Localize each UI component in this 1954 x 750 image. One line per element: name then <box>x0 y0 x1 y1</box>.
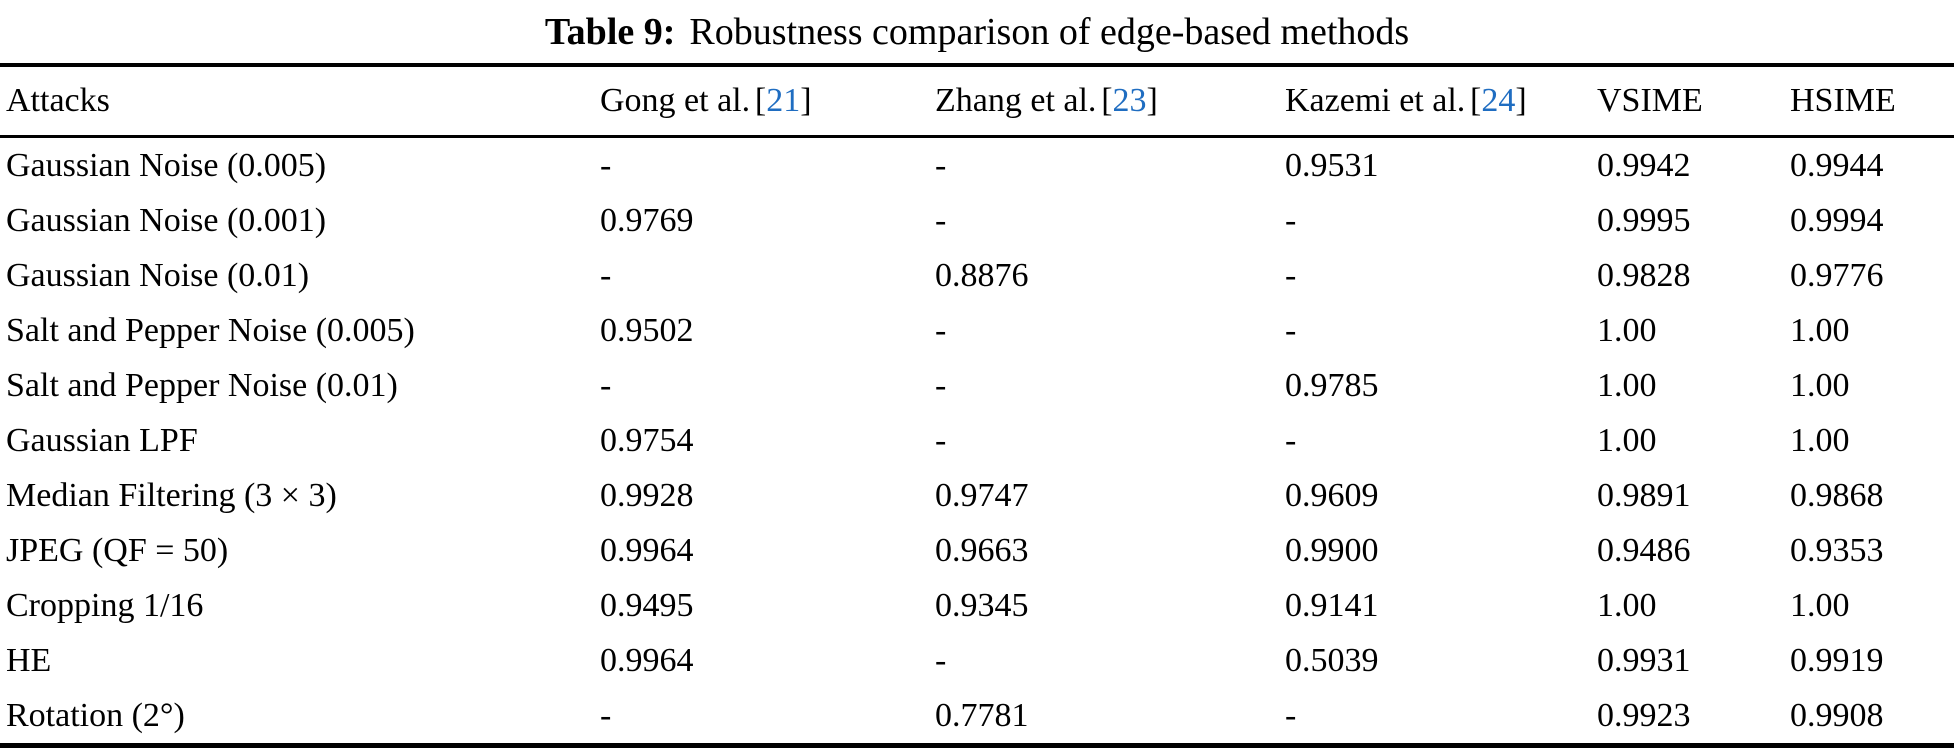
value-cell-gong: - <box>600 146 612 184</box>
attack-name-cell: Rotation (2°) <box>6 696 185 734</box>
value-cell-zhang: - <box>935 311 947 349</box>
value-cell-kazemi: - <box>1285 696 1297 734</box>
value-cell-gong: - <box>600 366 612 404</box>
value-cell-gong: 0.9502 <box>600 311 694 349</box>
attack-name-cell: JPEG (QF = 50) <box>6 531 229 569</box>
value-cell-hsime: 1.00 <box>1790 311 1850 349</box>
table-row: Salt and Pepper Noise (0.005) 0.9502 - - 1.0… <box>0 303 1954 358</box>
value-cell-kazemi: - <box>1285 201 1297 239</box>
value-cell-gong: - <box>600 256 612 294</box>
column-header-attack: Attacks <box>0 65 600 138</box>
column-header-label: VSIME <box>1597 82 1703 119</box>
value-cell-hsime: 1.00 <box>1790 421 1850 459</box>
value-cell-zhang: 0.8876 <box>935 256 1029 294</box>
value-cell-gong: 0.9964 <box>600 531 694 569</box>
column-header-label: Kazemi et al. <box>1285 82 1466 119</box>
value-cell-zhang: - <box>935 641 947 679</box>
value-cell-hsime: 0.9994 <box>1790 201 1884 239</box>
table-row: Gaussian Noise (0.01) - 0.8876 - 0.9828 0.977… <box>0 248 1954 303</box>
value-cell-hsime: 0.9919 <box>1790 641 1884 679</box>
column-header-hsime: HSIME <box>1790 65 1954 138</box>
column-header-vsime: VSIME <box>1597 65 1790 138</box>
table-caption-text: Robustness comparison of edge-based meth… <box>689 10 1410 53</box>
value-cell-vsime: 0.9942 <box>1597 146 1691 184</box>
citation-reference[interactable]: 23 <box>1101 82 1158 119</box>
value-cell-hsime: 1.00 <box>1790 366 1850 404</box>
value-cell-kazemi: 0.9900 <box>1285 531 1379 569</box>
table-row: JPEG (QF = 50) 0.9964 0.9663 0.9900 0.9486 0.… <box>0 523 1954 578</box>
attack-name-cell: Salt and Pepper Noise (0.01) <box>6 366 398 404</box>
attack-name-cell: Gaussian LPF <box>6 421 198 459</box>
value-cell-kazemi: 0.9141 <box>1285 586 1379 624</box>
attack-name-cell: Gaussian Noise (0.01) <box>6 256 310 294</box>
value-cell-zhang: 0.7781 <box>935 696 1029 734</box>
value-cell-hsime: 0.9944 <box>1790 146 1884 184</box>
table-row: Gaussian LPF 0.9754 - - 1.00 1.00 <box>0 413 1954 468</box>
value-cell-hsime: 0.9868 <box>1790 476 1884 514</box>
value-cell-kazemi: - <box>1285 421 1297 459</box>
value-cell-hsime: 0.9353 <box>1790 531 1884 569</box>
table-row: Median Filtering (3 × 3) 0.9928 0.9747 0.96… <box>0 468 1954 523</box>
table-row: Gaussian Noise (0.005) - - 0.9531 0.9942 0.99… <box>0 137 1954 194</box>
table-body: Gaussian Noise (0.005) - - 0.9531 0.9942 0.99… <box>0 137 1954 746</box>
column-header-kazemi: Kazemi et al.24 <box>1285 65 1597 138</box>
attack-name-cell: Median Filtering (3 × 3) <box>6 476 337 514</box>
value-cell-kazemi: - <box>1285 311 1297 349</box>
attack-name-cell: Gaussian Noise (0.005) <box>6 146 327 184</box>
value-cell-vsime: 1.00 <box>1597 586 1657 624</box>
value-cell-gong: 0.9928 <box>600 476 694 514</box>
table-caption: Table 9: Robustness comparison of edge-b… <box>0 0 1954 63</box>
column-header-label: Attacks <box>6 82 110 119</box>
value-cell-zhang: 0.9747 <box>935 476 1029 514</box>
value-cell-kazemi: 0.9531 <box>1285 146 1379 184</box>
value-cell-zhang: - <box>935 146 947 184</box>
attack-name-cell: Salt and Pepper Noise (0.005) <box>6 311 415 349</box>
column-header-label: Gong et al. <box>600 82 751 119</box>
column-header-label: HSIME <box>1790 82 1896 119</box>
value-cell-vsime: 0.9828 <box>1597 256 1691 294</box>
citation-reference[interactable]: 24 <box>1470 82 1527 119</box>
value-cell-kazemi: - <box>1285 256 1297 294</box>
value-cell-kazemi: 0.9609 <box>1285 476 1379 514</box>
value-cell-vsime: 0.9995 <box>1597 201 1691 239</box>
value-cell-zhang: - <box>935 201 947 239</box>
value-cell-gong: - <box>600 696 612 734</box>
value-cell-hsime: 1.00 <box>1790 586 1850 624</box>
table-row: Salt and Pepper Noise (0.01) - - 0.9785 1.00… <box>0 358 1954 413</box>
value-cell-kazemi: 0.5039 <box>1285 641 1379 679</box>
value-cell-gong: 0.9964 <box>600 641 694 679</box>
value-cell-zhang: - <box>935 366 947 404</box>
value-cell-zhang: 0.9345 <box>935 586 1029 624</box>
value-cell-vsime: 1.00 <box>1597 421 1657 459</box>
table-row: HE 0.9964 - 0.5039 0.9931 0.9919 <box>0 633 1954 688</box>
value-cell-hsime: 0.9776 <box>1790 256 1884 294</box>
value-cell-kazemi: 0.9785 <box>1285 366 1379 404</box>
value-cell-zhang: 0.9663 <box>935 531 1029 569</box>
value-cell-vsime: 0.9923 <box>1597 696 1691 734</box>
value-cell-vsime: 0.9891 <box>1597 476 1691 514</box>
table-row: Rotation (2°) - 0.7781 - 0.9923 0.9908 <box>0 688 1954 746</box>
value-cell-hsime: 0.9908 <box>1790 696 1884 734</box>
value-cell-vsime: 1.00 <box>1597 366 1657 404</box>
value-cell-gong: 0.9495 <box>600 586 694 624</box>
table-row: Gaussian Noise (0.001) 0.9769 - - 0.9995 0.99… <box>0 193 1954 248</box>
attack-name-cell: HE <box>6 641 52 679</box>
value-cell-vsime: 0.9931 <box>1597 641 1691 679</box>
column-header-label: Zhang et al. <box>935 82 1097 119</box>
table-caption-label: Table 9: <box>544 10 676 53</box>
citation-reference[interactable]: 21 <box>755 82 812 119</box>
value-cell-gong: 0.9769 <box>600 201 694 239</box>
value-cell-vsime: 1.00 <box>1597 311 1657 349</box>
value-cell-gong: 0.9754 <box>600 421 694 459</box>
column-header-gong: Gong et al.21 <box>600 65 935 138</box>
column-header-zhang: Zhang et al.23 <box>935 65 1285 138</box>
attack-name-cell: Gaussian Noise (0.001) <box>6 201 327 239</box>
value-cell-zhang: - <box>935 421 947 459</box>
table-row: Cropping 1/16 0.9495 0.9345 0.9141 1.00 1.00 <box>0 578 1954 633</box>
attack-name-cell: Cropping 1/16 <box>6 586 204 624</box>
value-cell-vsime: 0.9486 <box>1597 531 1691 569</box>
